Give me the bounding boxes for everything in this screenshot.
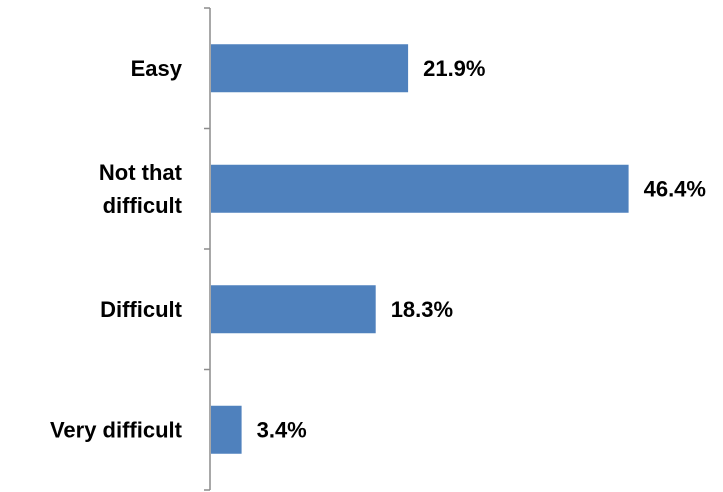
value-label-not-that-difficult: 46.4% <box>644 176 706 201</box>
bars <box>211 44 629 454</box>
category-label-not-that-difficult: Not that difficult <box>99 160 183 218</box>
bar-difficult <box>211 285 376 334</box>
value-label-difficult: 18.3% <box>391 297 453 322</box>
category-axis <box>204 7 211 491</box>
bar-very-difficult <box>211 405 242 454</box>
bar-not-that-difficult <box>211 164 629 213</box>
value-label-very-difficult: 3.4% <box>257 417 307 442</box>
category-label-line: Easy <box>131 56 183 81</box>
category-label-very-difficult: Very difficult <box>50 417 183 442</box>
category-labels: Easy Not that difficult Difficult Very diffi… <box>50 56 183 443</box>
category-label-easy: Easy <box>131 56 183 81</box>
category-label-line: Not that <box>99 160 183 185</box>
category-label-line: Very difficult <box>50 417 183 442</box>
bar-easy <box>211 44 409 93</box>
category-label-line: Difficult <box>100 297 183 322</box>
category-label-line: difficult <box>103 193 183 218</box>
value-labels: 21.9% 46.4% 18.3% 3.4% <box>257 56 706 443</box>
value-label-easy: 21.9% <box>423 56 485 81</box>
category-label-difficult: Difficult <box>100 297 183 322</box>
